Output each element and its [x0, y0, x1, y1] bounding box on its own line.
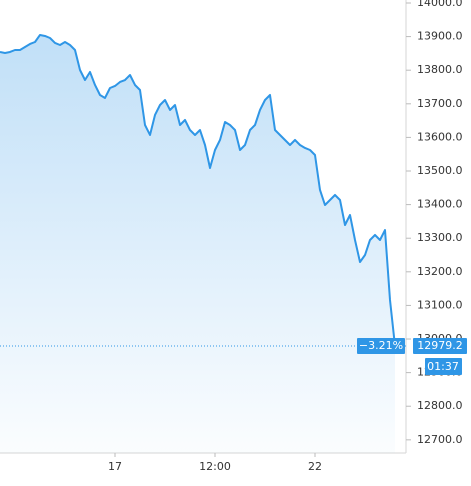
change-label: −3.21%: [359, 339, 403, 352]
y-tick-label: 13800.0: [417, 63, 463, 76]
x-tick-label: 22: [308, 460, 322, 473]
price-label: 12979.2: [417, 339, 463, 352]
area-fill: [0, 34, 395, 454]
change-badge: [357, 338, 405, 355]
countdown-badge: [425, 358, 462, 376]
y-tick-label: 13900.0: [417, 30, 463, 43]
countdown-label: 01:37: [427, 360, 459, 373]
y-tick-label: 13200.0: [417, 265, 463, 278]
y-tick-label: 13400.0: [417, 198, 463, 211]
price-badge: [413, 338, 467, 355]
x-tick-label: 12:00: [199, 460, 231, 473]
price-line: [0, 33, 396, 347]
y-tick-label: 13100.0: [417, 298, 463, 311]
y-tick-label: 12800.0: [417, 399, 463, 412]
y-tick-label: 13700.0: [417, 97, 463, 110]
x-tick-label: 17: [108, 460, 122, 473]
y-tick-label: 13500.0: [417, 164, 463, 177]
y-tick-label: 12700.0: [417, 433, 463, 446]
y-tick-label: 13300.0: [417, 231, 463, 244]
y-tick-label: 13600.0: [417, 130, 463, 143]
y-tick-label: 14000.0: [417, 0, 463, 9]
